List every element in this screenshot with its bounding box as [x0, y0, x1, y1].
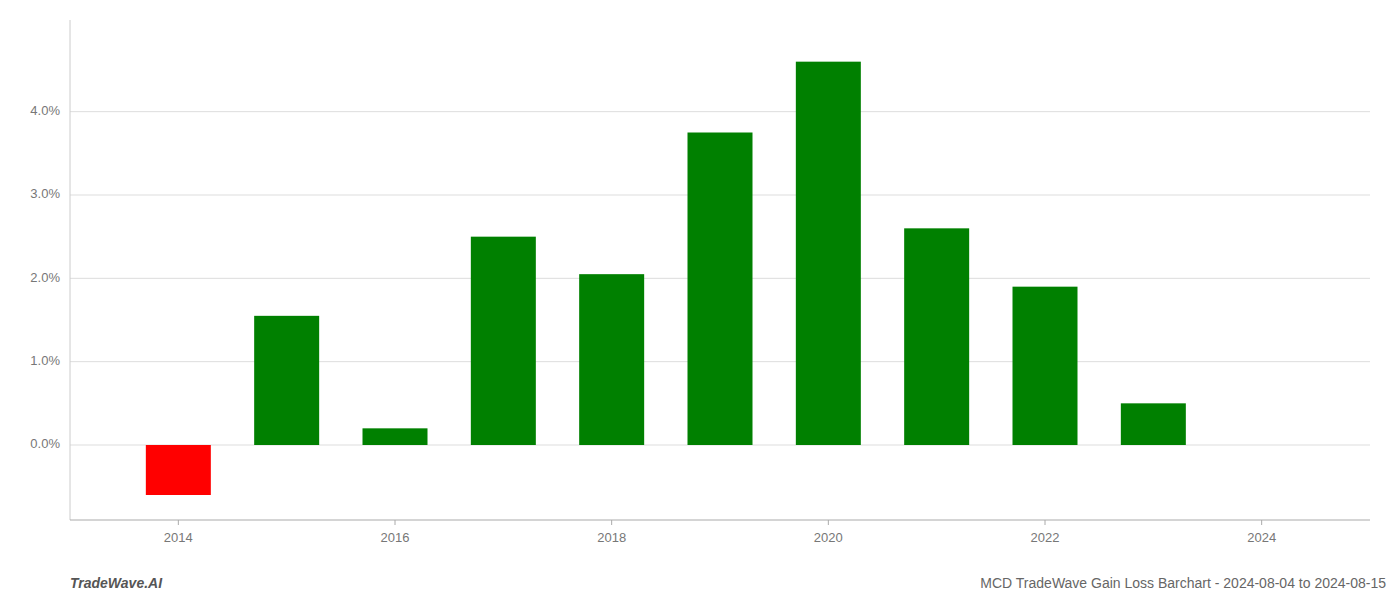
y-tick-label: 0.0% [30, 436, 60, 451]
x-tick-label: 2016 [381, 530, 410, 545]
x-tick [178, 520, 179, 525]
bar [579, 274, 644, 445]
x-axis-line [70, 520, 1370, 521]
chart-svg: 0.0% 1.0% 2.0% 3.0% 4.0% 2014 2016 2018 2020 2022… [0, 0, 1400, 600]
bar [796, 62, 861, 445]
y-tick-label: 1.0% [30, 353, 60, 368]
footer-left: TradeWave.AI [70, 575, 163, 591]
bar [688, 133, 753, 446]
x-tick [1261, 520, 1262, 525]
y-axis-line [70, 20, 71, 520]
background [0, 0, 1400, 600]
x-tick [1045, 520, 1046, 525]
y-tick-label: 4.0% [30, 103, 60, 118]
bar [1121, 403, 1186, 445]
footer-right: MCD TradeWave Gain Loss Barchart - 2024-… [980, 575, 1386, 591]
x-tick-label: 2024 [1247, 530, 1276, 545]
bar [363, 428, 428, 445]
grid-line [70, 111, 1370, 112]
x-tick [828, 520, 829, 525]
x-tick-label: 2014 [164, 530, 193, 545]
chart-container: 0.0% 1.0% 2.0% 3.0% 4.0% 2014 2016 2018 2020 2022… [0, 0, 1400, 600]
bar [1013, 287, 1078, 445]
bar [471, 237, 536, 445]
y-axis: 0.0% 1.0% 2.0% 3.0% 4.0% [30, 20, 70, 520]
grid [70, 112, 1370, 445]
y-tick-label: 2.0% [30, 270, 60, 285]
x-tick [395, 520, 396, 525]
bar [904, 228, 969, 445]
x-tick [611, 520, 612, 525]
x-axis: 2014 2016 2018 2020 2022 2024 [70, 520, 1370, 545]
bars [146, 62, 1186, 495]
bar [254, 316, 319, 445]
x-tick-label: 2018 [597, 530, 626, 545]
y-tick-label: 3.0% [30, 186, 60, 201]
bar [146, 445, 211, 495]
x-tick-label: 2020 [814, 530, 843, 545]
x-tick-label: 2022 [1031, 530, 1060, 545]
